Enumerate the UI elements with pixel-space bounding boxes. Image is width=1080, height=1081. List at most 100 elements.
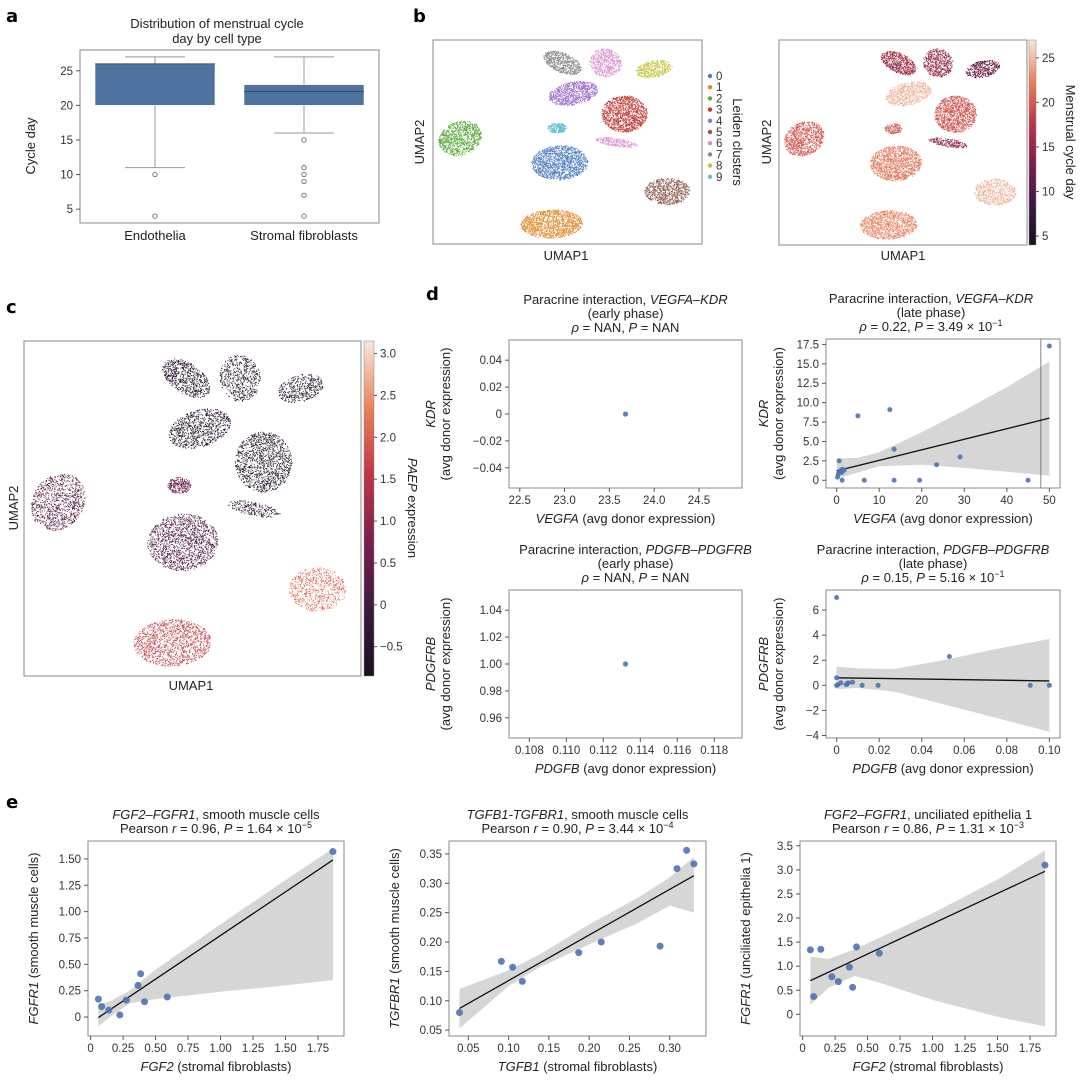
cell-point [556,178,558,179]
cell-point [557,233,559,235]
cell-point [451,148,452,150]
cell-point [467,141,469,142]
cell-point [545,173,547,175]
cell-point [562,218,564,220]
cell-point [624,120,626,122]
cell-point [635,120,637,121]
cell-point [575,165,577,167]
cell-point [580,163,582,165]
cell-point [540,227,542,229]
cell-point [556,220,558,222]
cell-point [470,132,471,133]
cell-point [552,226,553,228]
cell-point [555,156,557,158]
cell-point [639,114,641,115]
cell-point [579,166,580,168]
cell-point [576,221,578,223]
cell-point [609,101,611,103]
cell-point [555,166,557,168]
cell-point [554,224,556,226]
cell-point [564,161,566,163]
cell-point [448,141,450,142]
cell-point [630,103,632,105]
cell-point [543,235,545,237]
cell-point [558,173,560,175]
cell-point [567,218,569,220]
cell-point [526,221,528,223]
cell-point [452,134,453,136]
cell-point [542,174,544,176]
cell-point [449,153,451,155]
cell-point [578,160,580,162]
cell-point [558,177,560,178]
cell-point [555,226,557,228]
cell-point [455,148,457,150]
cell-point [532,160,533,162]
cell-point [535,213,536,215]
cell-point [542,236,544,238]
cell-point [467,124,469,125]
panel-b-umap-clusters: UMAP1 UMAP2 Leiden clusters [412,98,745,263]
cell-point [601,113,603,114]
cell-point [480,136,482,138]
cell-point [529,226,531,228]
cell-point [539,151,541,152]
cell-point [470,122,471,124]
cell-point [472,145,474,147]
cell-point [547,166,549,168]
cell-point [464,128,465,130]
cell-point [456,128,458,129]
cell-point [563,228,564,229]
cell-point [543,232,544,234]
cell-point [542,167,544,169]
cell-point [629,102,630,104]
cell-point [569,175,571,177]
cell-point [543,156,544,158]
cell-point [552,161,553,163]
cell-point [529,223,531,225]
cell-point [534,162,536,164]
cell-point [548,214,550,216]
cell-point [577,148,579,150]
cell-point [538,223,540,225]
cell-point [562,159,564,161]
cell-point [586,162,588,163]
cell-point [532,234,534,236]
cell-point [552,166,554,168]
cell-point [540,213,542,214]
cell-point [550,160,552,162]
cell-point [581,164,583,166]
cell-point [547,233,548,235]
cell-point [456,124,458,125]
cell-point [468,151,470,152]
cell-point [449,134,451,135]
cell-point [545,153,547,155]
cell-point [582,165,584,167]
cell-point [540,173,542,174]
cell-point [570,148,572,150]
cell-point [555,147,556,149]
cell-point [608,113,610,115]
cell-point [543,158,544,160]
cell-point [611,126,613,128]
cell-point [457,152,459,153]
cell-point [463,143,465,144]
cell-point [543,221,545,222]
cell-point [459,122,460,124]
cell-point [471,123,473,125]
cell-point [561,153,563,154]
cell-point [569,219,570,221]
cell-point [452,125,454,127]
cell-point [537,165,539,167]
cell-point [531,234,533,235]
cell-point [564,232,566,234]
cell-point [610,127,612,128]
cell-point [570,157,572,159]
cell-point [630,116,632,118]
cell-point [560,154,562,155]
cell-point [617,128,619,130]
cell-point [564,227,566,229]
cell-point [456,146,458,147]
cell-point [541,225,543,227]
cell-point [577,151,579,152]
